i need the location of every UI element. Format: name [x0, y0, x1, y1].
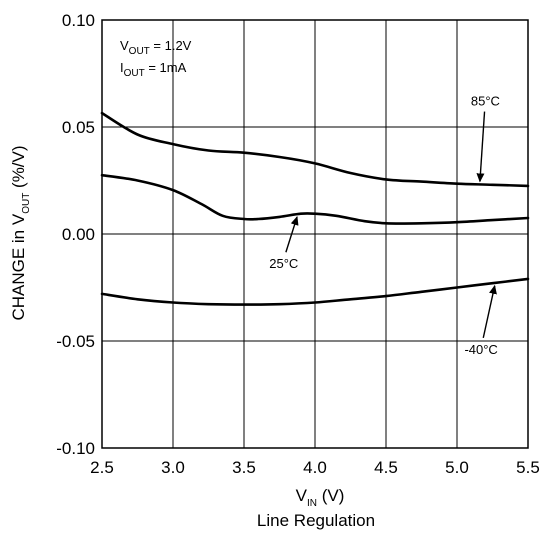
x-tick-label: 4.0 [303, 458, 327, 477]
annotation-arrow [285, 216, 299, 253]
y-axis-label: CHANGE in VOUT (%/V) [9, 145, 32, 320]
y-tick-label: 0.00 [62, 225, 95, 244]
series-lines [100, 111, 530, 306]
chart-caption: Line Regulation [257, 511, 375, 530]
plot-area-frame [101, 19, 529, 449]
condition-line: VOUT = 1.2V [120, 38, 192, 57]
x-tick-label: 5.5 [516, 458, 540, 477]
x-axis-label-tail: (V) [317, 486, 344, 505]
x-tick-label: 5.0 [445, 458, 469, 477]
annotation-label: 85°C [471, 94, 500, 109]
x-axis-label: VIN (V) [296, 486, 345, 509]
y-axis-label-tail: (%/V) [9, 145, 28, 192]
annotation-arrow [482, 284, 497, 338]
y-tick-label: 0.10 [62, 11, 95, 30]
y-axis-ticks: 0.10 0.05 0.00 -0.05 -0.10 [56, 11, 95, 458]
y-axis-label-main: CHANGE in V [9, 213, 28, 320]
condition-line: IOUT = 1mA [120, 60, 187, 79]
test-conditions: VOUT = 1.2V IOUT = 1mA [120, 38, 192, 79]
temperature-annotations: 85°C 25°C -40°C [269, 94, 500, 357]
annotation-arrow [476, 111, 486, 183]
series-line-1 [100, 173, 530, 225]
series-line-2 [100, 277, 530, 306]
y-tick-label: 0.05 [62, 118, 95, 137]
annotation-label: 25°C [269, 256, 298, 271]
x-tick-label: 4.5 [374, 458, 398, 477]
annotation-label: -40°C [464, 342, 497, 357]
x-tick-label: 2.5 [90, 458, 114, 477]
x-tick-label: 3.5 [232, 458, 256, 477]
y-axis-label-sub: OUT [21, 193, 32, 214]
x-axis-ticks: 2.5 3.0 3.5 4.0 4.5 5.0 5.5 [90, 458, 540, 477]
x-axis-label-sub: IN [307, 498, 317, 509]
x-axis-label-main: V [296, 486, 308, 505]
x-tick-label: 3.0 [161, 458, 185, 477]
grid-lines [101, 19, 529, 449]
y-tick-label: -0.10 [56, 439, 95, 458]
y-tick-label: -0.05 [56, 332, 95, 351]
series-line-0 [100, 111, 530, 188]
